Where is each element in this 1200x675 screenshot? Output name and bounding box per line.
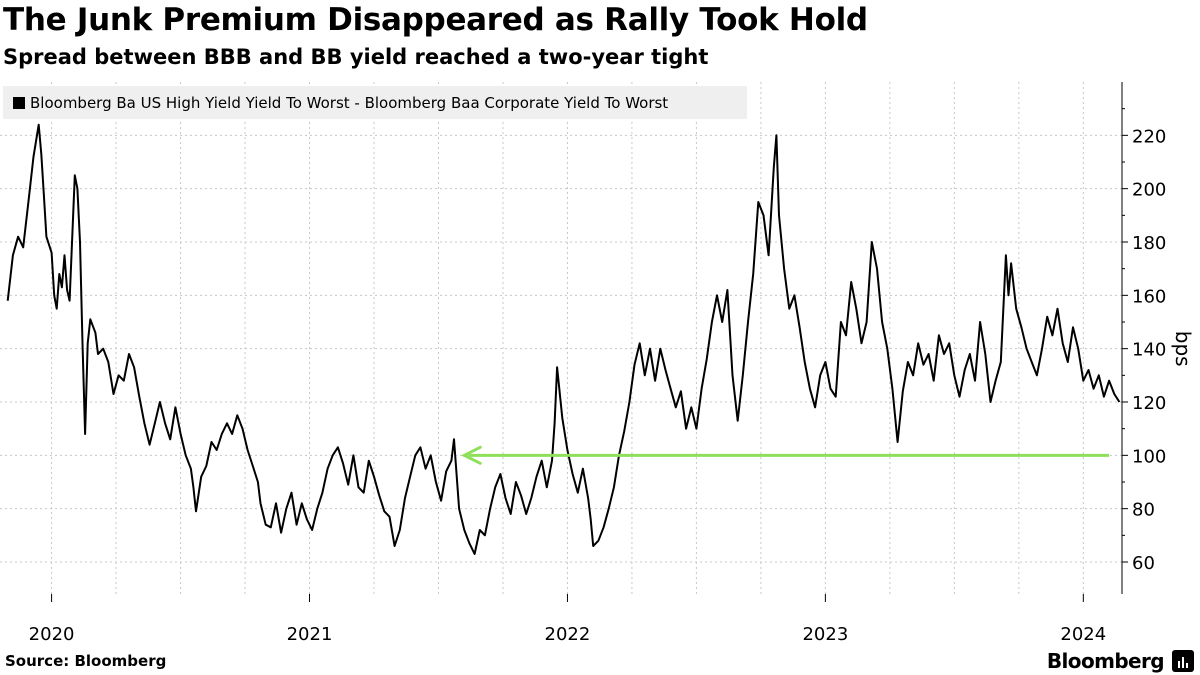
x-axis: 2020 2021 2022 2023 2024 [29,594,1106,645]
y-tick-label-180: 180 [1132,233,1166,254]
y-tick-label-140: 140 [1132,340,1166,361]
x-tick-label-2022: 2022 [545,624,591,645]
reference-arrow-head [460,445,482,465]
y-tick-label-120: 120 [1132,393,1166,414]
x-tick-label-2021: 2021 [287,624,333,645]
y-axis: 60 80 100 120 140 160 180 200 220 bps [1121,82,1195,594]
source-note: Source: Bloomberg [5,652,167,670]
chart-subtitle: Spread between BBB and BB yield reached … [3,45,709,69]
x-tick-label-2023: 2023 [802,624,848,645]
legend: Bloomberg Ba US High Yield Yield To Wors… [3,86,747,119]
y-tick-label-160: 160 [1132,286,1166,307]
y-axis-label: bps [1171,331,1195,367]
brand-logo: Bloomberg [1046,649,1165,673]
x-tick-label-2024: 2024 [1060,624,1106,645]
chart-title: The Junk Premium Disappeared as Rally To… [3,2,868,38]
annotation-group [460,445,1110,465]
series-group [6,123,1121,555]
legend-label: Bloomberg Ba US High Yield Yield To Wors… [30,93,669,112]
y-tick-label-100: 100 [1132,446,1166,467]
legend-swatch [13,96,25,109]
y-tick-label-80: 80 [1132,500,1155,521]
y-tick-label-220: 220 [1132,126,1166,147]
series-line-0 [6,123,1121,555]
bloomberg-terminal-icon [1172,650,1194,672]
x-tick-label-2020: 2020 [29,624,75,645]
y-tick-label-200: 200 [1132,180,1166,201]
grid-lines [0,82,1122,594]
y-tick-label-60: 60 [1132,553,1155,574]
